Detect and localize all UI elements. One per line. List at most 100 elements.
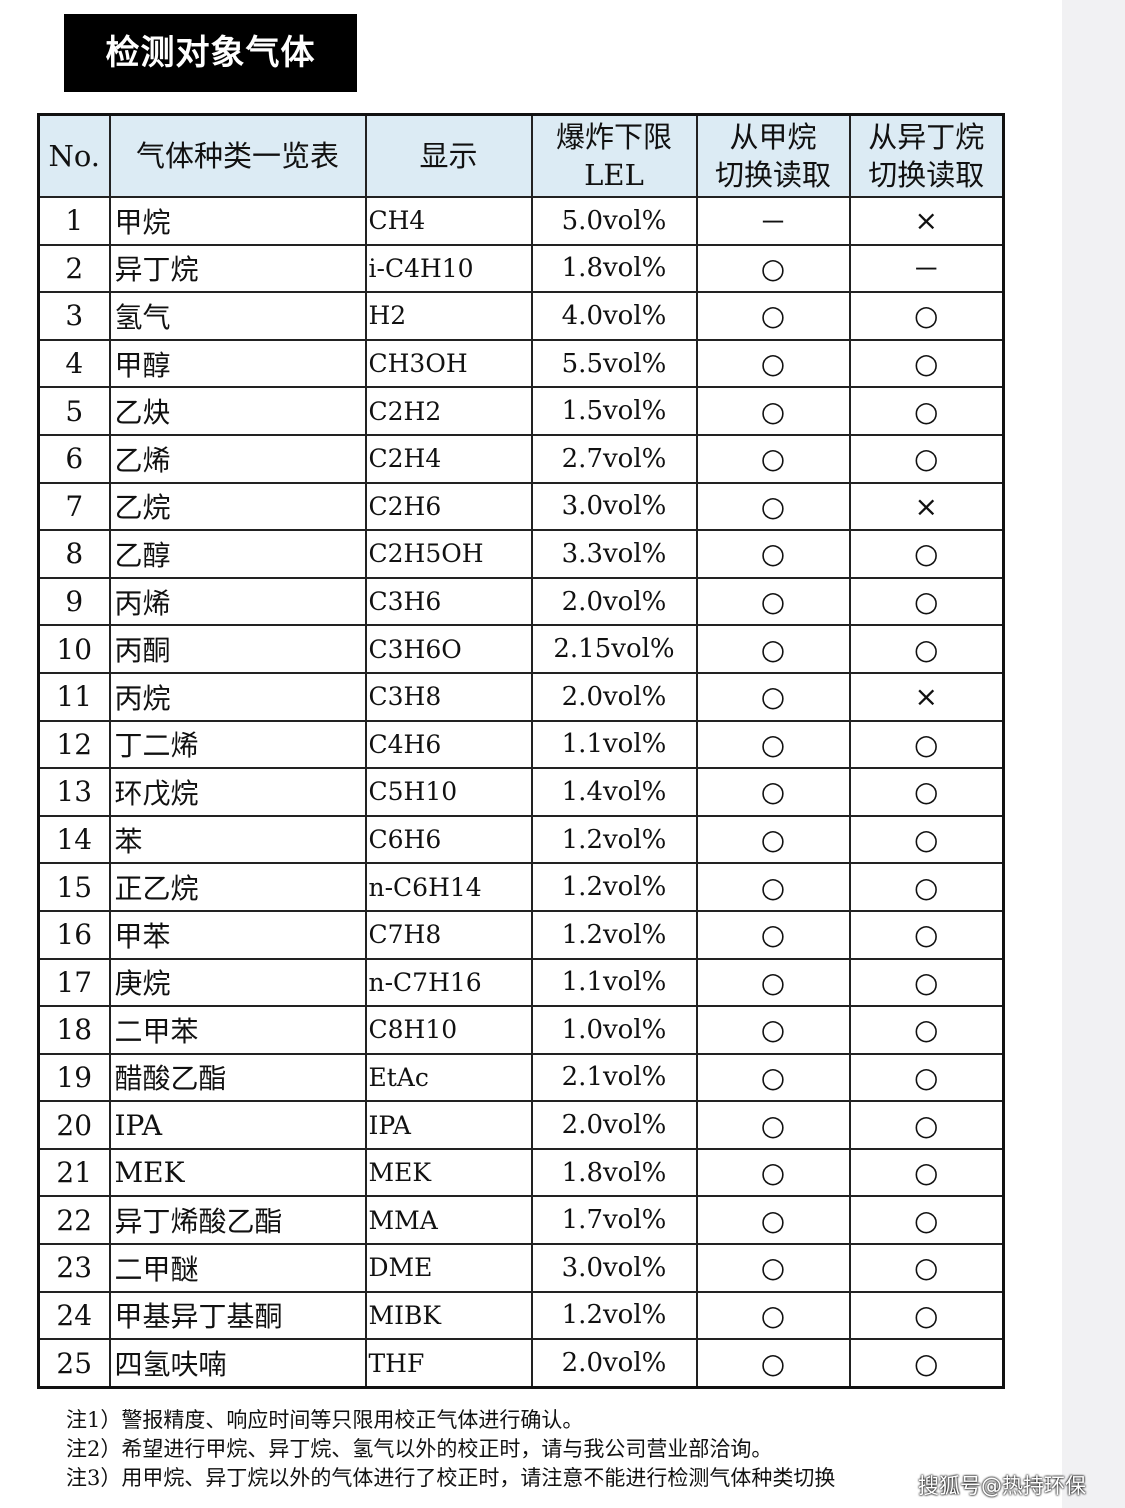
cell-from-methane: ○ — [695, 338, 851, 389]
cell-no: 6 — [37, 433, 111, 484]
side-strip — [1062, 0, 1125, 1508]
table-row: 1 甲烷 CH4 5.0vol% － × — [37, 196, 1005, 246]
cell-gas-name: 丙酮 — [108, 624, 367, 674]
cell-from-isobutane: × — [848, 196, 1005, 246]
cell-no: 7 — [37, 481, 111, 532]
cell-lel: 3.0vol% — [530, 481, 698, 532]
cell-from-isobutane: ○ — [848, 767, 1005, 817]
cell-from-isobutane: ○ — [848, 1195, 1005, 1246]
cell-from-methane: ○ — [695, 814, 851, 865]
table-row: 5 乙炔 C2H2 1.5vol% ○ ○ — [37, 386, 1005, 436]
cell-from-isobutane: ○ — [848, 529, 1005, 579]
cell-from-isobutane: ○ — [848, 291, 1005, 341]
cell-display: C4H6 — [364, 719, 533, 770]
cell-lel: 1.8vol% — [530, 1147, 698, 1198]
cell-display: C2H2 — [364, 386, 533, 436]
cell-no: 9 — [37, 576, 111, 627]
cell-no: 16 — [37, 909, 111, 960]
cell-display: C8H10 — [364, 1005, 533, 1055]
cell-gas-name: 甲苯 — [108, 909, 367, 960]
cell-display: MMA — [364, 1195, 533, 1246]
cell-from-isobutane: ○ — [848, 624, 1005, 674]
table-header-row: No. 气体种类一览表 显示 爆炸下限 LEL 从甲烷 切换读取 从异丁烷 切换读取 — [37, 113, 1005, 198]
table-row: 21 MEK MEK 1.8vol% ○ ○ — [37, 1147, 1005, 1198]
cell-lel: 2.0vol% — [530, 1338, 698, 1389]
cell-from-methane: ○ — [695, 529, 851, 579]
table-row: 25 四氢呋喃 THF 2.0vol% ○ ○ — [37, 1338, 1005, 1389]
cell-display: C6H6 — [364, 814, 533, 865]
cell-from-methane: － — [695, 196, 851, 246]
cell-from-isobutane: × — [848, 671, 1005, 722]
cell-lel: 1.5vol% — [530, 386, 698, 436]
cell-lel: 1.2vol% — [530, 1290, 698, 1341]
cell-no: 18 — [37, 1005, 111, 1055]
cell-from-isobutane: ○ — [848, 1338, 1005, 1389]
cell-no: 20 — [37, 1100, 111, 1150]
cell-no: 25 — [37, 1338, 111, 1389]
cell-no: 3 — [37, 291, 111, 341]
cell-no: 4 — [37, 338, 111, 389]
cell-lel: 2.1vol% — [530, 1052, 698, 1103]
cell-from-isobutane: ○ — [848, 338, 1005, 389]
table-row: 14 苯 C6H6 1.2vol% ○ ○ — [37, 814, 1005, 865]
cell-from-isobutane: ○ — [848, 957, 1005, 1008]
cell-no: 24 — [37, 1290, 111, 1341]
table-row: 7 乙烷 C2H6 3.0vol% ○ × — [37, 481, 1005, 532]
cell-from-methane: ○ — [695, 909, 851, 960]
cell-from-methane: ○ — [695, 433, 851, 484]
cell-from-isobutane: ○ — [848, 1052, 1005, 1103]
cell-display: C3H6O — [364, 624, 533, 674]
cell-lel: 5.0vol% — [530, 196, 698, 246]
cell-gas-name: 庚烷 — [108, 957, 367, 1008]
cell-lel: 1.1vol% — [530, 719, 698, 770]
cell-lel: 1.1vol% — [530, 957, 698, 1008]
watermark: 搜狐号@热持环保 — [918, 1474, 1086, 1498]
cell-display: C2H4 — [364, 433, 533, 484]
cell-display: IPA — [364, 1100, 533, 1150]
cell-display: C2H6 — [364, 481, 533, 532]
cell-from-isobutane: ○ — [848, 1147, 1005, 1198]
cell-no: 5 — [37, 386, 111, 436]
cell-gas-name: 二甲醚 — [108, 1243, 367, 1293]
header-gas-name: 气体种类一览表 — [108, 113, 367, 198]
cell-no: 2 — [37, 243, 111, 294]
cell-from-methane: ○ — [695, 1005, 851, 1055]
cell-from-isobutane: ○ — [848, 909, 1005, 960]
note-2: 注2）希望进行甲烷、异丁烷、氢气以外的校正时，请与我公司营业部洽询。 — [66, 1437, 773, 1461]
table-row: 8 乙醇 C2H5OH 3.3vol% ○ ○ — [37, 529, 1005, 579]
cell-gas-name: 正乙烷 — [108, 862, 367, 912]
cell-from-methane: ○ — [695, 576, 851, 627]
table-row: 19 醋酸乙酯 EtAc 2.1vol% ○ ○ — [37, 1052, 1005, 1103]
cell-lel: 3.0vol% — [530, 1243, 698, 1293]
cell-from-methane: ○ — [695, 1147, 851, 1198]
header-no: No. — [37, 113, 111, 198]
table-row: 13 环戊烷 C5H10 1.4vol% ○ ○ — [37, 767, 1005, 817]
cell-no: 10 — [37, 624, 111, 674]
cell-display: n-C7H16 — [364, 957, 533, 1008]
table-row: 23 二甲醚 DME 3.0vol% ○ ○ — [37, 1243, 1005, 1293]
cell-no: 14 — [37, 814, 111, 865]
cell-from-isobutane: ○ — [848, 1290, 1005, 1341]
cell-from-isobutane: ○ — [848, 1243, 1005, 1293]
cell-no: 13 — [37, 767, 111, 817]
header-lel: 爆炸下限 LEL — [530, 113, 698, 198]
cell-display: CH4 — [364, 196, 533, 246]
cell-gas-name: 异丁烷 — [108, 243, 367, 294]
cell-from-isobutane: ○ — [848, 386, 1005, 436]
cell-from-methane: ○ — [695, 671, 851, 722]
cell-lel: 1.4vol% — [530, 767, 698, 817]
note-1: 注1）警报精度、响应时间等只限用校正气体进行确认。 — [66, 1408, 584, 1432]
cell-no: 1 — [37, 196, 111, 246]
cell-gas-name: 丙烷 — [108, 671, 367, 722]
cell-gas-name: 氢气 — [108, 291, 367, 341]
cell-no: 11 — [37, 671, 111, 722]
cell-display: C7H8 — [364, 909, 533, 960]
cell-from-methane: ○ — [695, 1243, 851, 1293]
cell-display: C3H8 — [364, 671, 533, 722]
cell-display: H2 — [364, 291, 533, 341]
cell-gas-name: IPA — [108, 1100, 367, 1150]
table-row: 4 甲醇 CH3OH 5.5vol% ○ ○ — [37, 338, 1005, 389]
table-row: 16 甲苯 C7H8 1.2vol% ○ ○ — [37, 909, 1005, 960]
cell-gas-name: 苯 — [108, 814, 367, 865]
cell-no: 22 — [37, 1195, 111, 1246]
